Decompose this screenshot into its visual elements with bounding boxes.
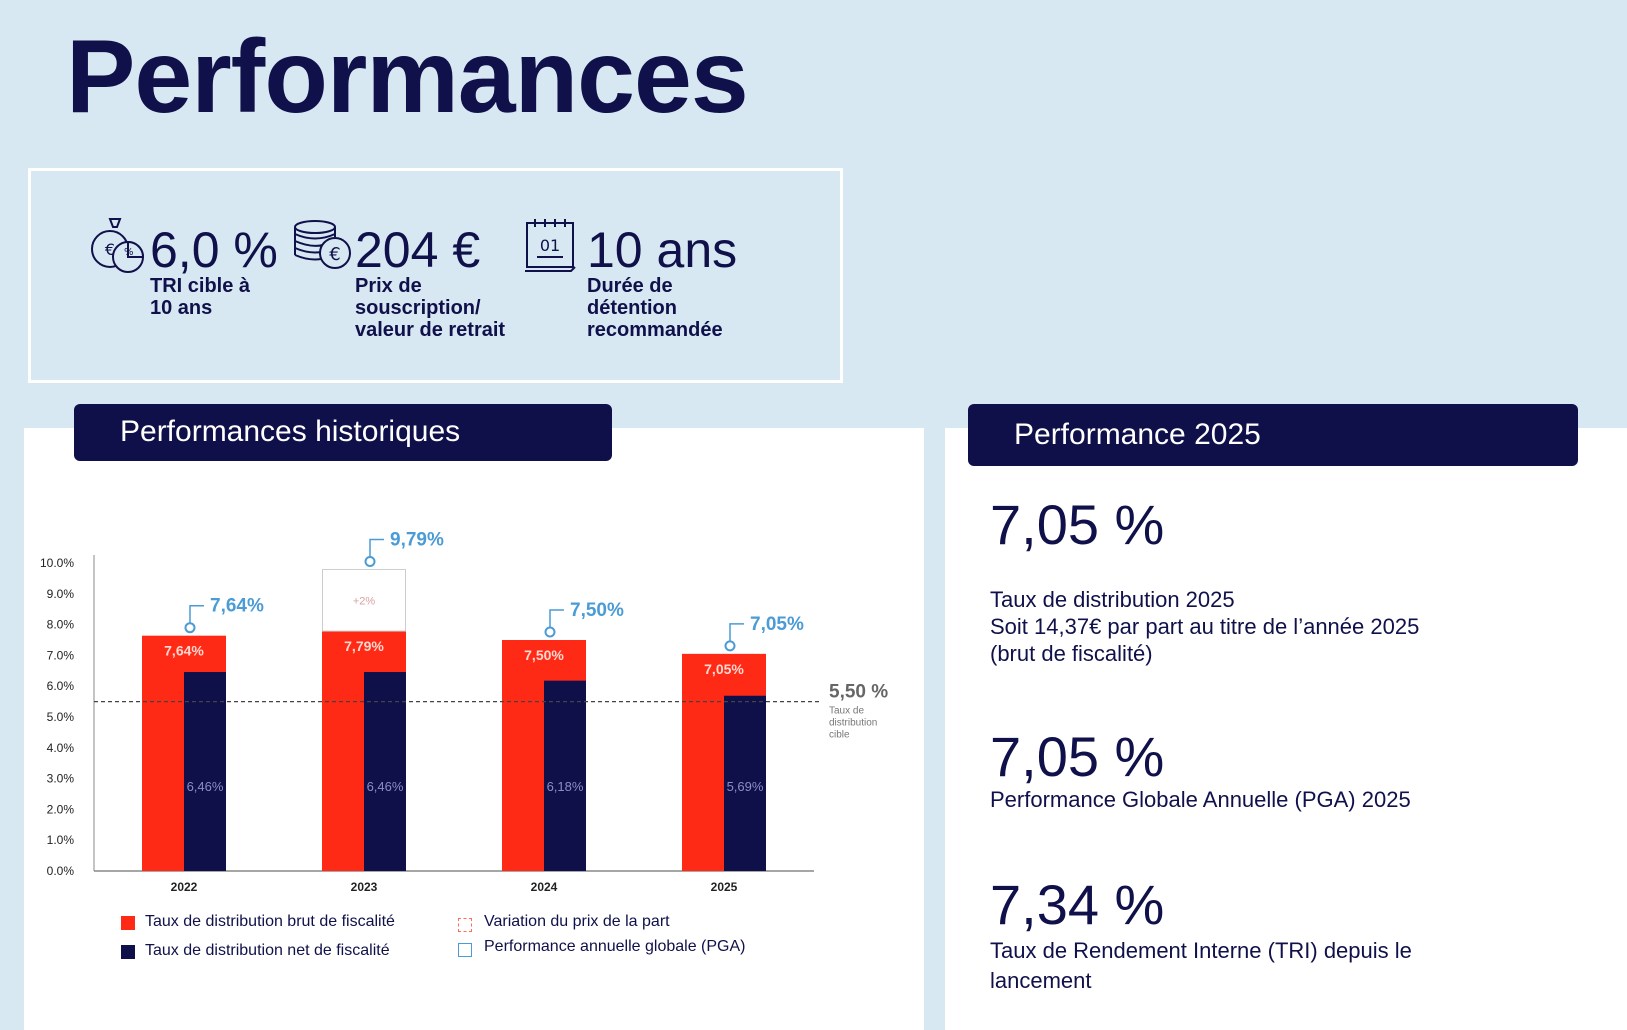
perf-text-pga: Performance Globale Annuelle (PGA) 2025 bbox=[990, 787, 1411, 812]
y-tick-label: 1.0% bbox=[47, 833, 75, 847]
legend-label: Performance annuelle globale (PGA) bbox=[484, 938, 746, 955]
target-note: distribution bbox=[829, 718, 877, 729]
y-tick-label: 0.0% bbox=[47, 864, 75, 878]
bar-net-label: 6,18% bbox=[547, 779, 584, 794]
x-tick-label: 2023 bbox=[351, 880, 378, 894]
bar-net bbox=[724, 695, 766, 871]
y-tick-label: 8.0% bbox=[47, 618, 75, 632]
page-title: Performances bbox=[66, 19, 749, 135]
perf-value-tri: 7,34 % bbox=[990, 873, 1165, 936]
perf-value-pga: 7,05 % bbox=[990, 725, 1165, 788]
kpi-label: Durée de détention recommandée bbox=[587, 275, 723, 341]
pga-marker bbox=[364, 555, 376, 567]
euro-coins-icon: € bbox=[294, 220, 351, 269]
historical-chart: 0.0% 1.0% 2.0% 3.0% 4.0% 5.0% 6.0% 7.0% 8.0% 9.0%… bbox=[40, 529, 888, 894]
bar-gross-label: 7,50% bbox=[524, 647, 564, 663]
pga-leader bbox=[189, 604, 204, 623]
bar-variation bbox=[322, 568, 406, 632]
y-tick-label: 10.0% bbox=[40, 556, 74, 570]
perf-text-tri: Taux de Rendement Interne (TRI) depuis l… bbox=[990, 938, 1412, 993]
perf-text-distribution: Taux de distribution 2025 Soit 14,37€ pa… bbox=[990, 587, 1420, 666]
bar-variation-label: +2% bbox=[353, 595, 376, 607]
perf2025-header: Performance 2025 bbox=[968, 404, 1578, 466]
y-tick-label: 6.0% bbox=[47, 679, 75, 693]
y-tick-label: 5.0% bbox=[47, 710, 75, 724]
pga-marker bbox=[544, 626, 556, 638]
target-note: cible bbox=[829, 730, 850, 741]
target-note: Taux de bbox=[829, 706, 864, 717]
pga-label: 7,05% bbox=[750, 614, 804, 635]
legend-swatch-gross bbox=[121, 916, 135, 930]
pga-label: 9,79% bbox=[390, 529, 444, 550]
target-label: 5,50 % bbox=[829, 682, 888, 703]
kpi-box: € % 6,0 % TRI cible à 10 ans € 204 € Pri… bbox=[28, 168, 843, 383]
kpi-label: TRI cible à 10 ans bbox=[150, 275, 251, 319]
x-tick-label: 2022 bbox=[171, 880, 198, 894]
x-tick-label: 2024 bbox=[531, 880, 558, 894]
pga-marker bbox=[184, 622, 196, 634]
y-tick-label: 3.0% bbox=[47, 772, 75, 786]
legend-swatch-net bbox=[121, 945, 135, 959]
pga-leader bbox=[729, 623, 744, 641]
pga-label: 7,64% bbox=[210, 596, 264, 617]
y-tick-label: 2.0% bbox=[47, 802, 75, 816]
kpi-value: 6,0 % bbox=[150, 222, 278, 278]
bar-net-label: 6,46% bbox=[367, 779, 404, 794]
kpi-value: 204 € bbox=[355, 222, 481, 278]
svg-text:%: % bbox=[124, 247, 134, 258]
pga-marker bbox=[724, 640, 736, 652]
perf2025-card bbox=[945, 428, 1627, 1030]
bar-net-label: 6,46% bbox=[187, 779, 224, 794]
svg-text:€: € bbox=[105, 240, 115, 259]
pga-leader bbox=[549, 609, 564, 627]
calendar-day: 01 bbox=[540, 236, 560, 255]
legend-swatch-variation bbox=[458, 918, 472, 932]
calendar-icon: 01 bbox=[525, 219, 576, 272]
bar-gross-label: 7,79% bbox=[344, 638, 384, 654]
pga-leader bbox=[369, 538, 384, 557]
y-tick-label: 7.0% bbox=[47, 648, 75, 662]
money-bag-euro-icon: € % bbox=[91, 218, 145, 273]
bar-gross-label: 7,05% bbox=[704, 661, 744, 677]
bar-net bbox=[184, 672, 226, 871]
bar-net bbox=[544, 680, 586, 871]
bar-net-label: 5,69% bbox=[727, 779, 764, 794]
legend-swatch-pga bbox=[458, 943, 472, 957]
bar-net bbox=[364, 672, 406, 871]
y-tick-label: 9.0% bbox=[47, 587, 75, 601]
kpi-value: 10 ans bbox=[587, 222, 738, 278]
y-tick-label: 4.0% bbox=[47, 741, 75, 755]
legend-label: Taux de distribution brut de fiscalité bbox=[145, 913, 395, 930]
kpi-label: Prix de souscription/ valeur de retrait bbox=[355, 275, 506, 341]
legend-label: Taux de distribution net de fiscalité bbox=[145, 942, 390, 959]
x-tick-label: 2025 bbox=[711, 880, 738, 894]
legend-label: Variation du prix de la part bbox=[484, 913, 670, 930]
bar-gross-label: 7,64% bbox=[164, 643, 204, 659]
svg-text:€: € bbox=[329, 244, 340, 265]
perf-value-distribution: 7,05 % bbox=[990, 493, 1165, 556]
historical-header: Performances historiques bbox=[74, 404, 612, 461]
pga-label: 7,50% bbox=[570, 600, 624, 621]
